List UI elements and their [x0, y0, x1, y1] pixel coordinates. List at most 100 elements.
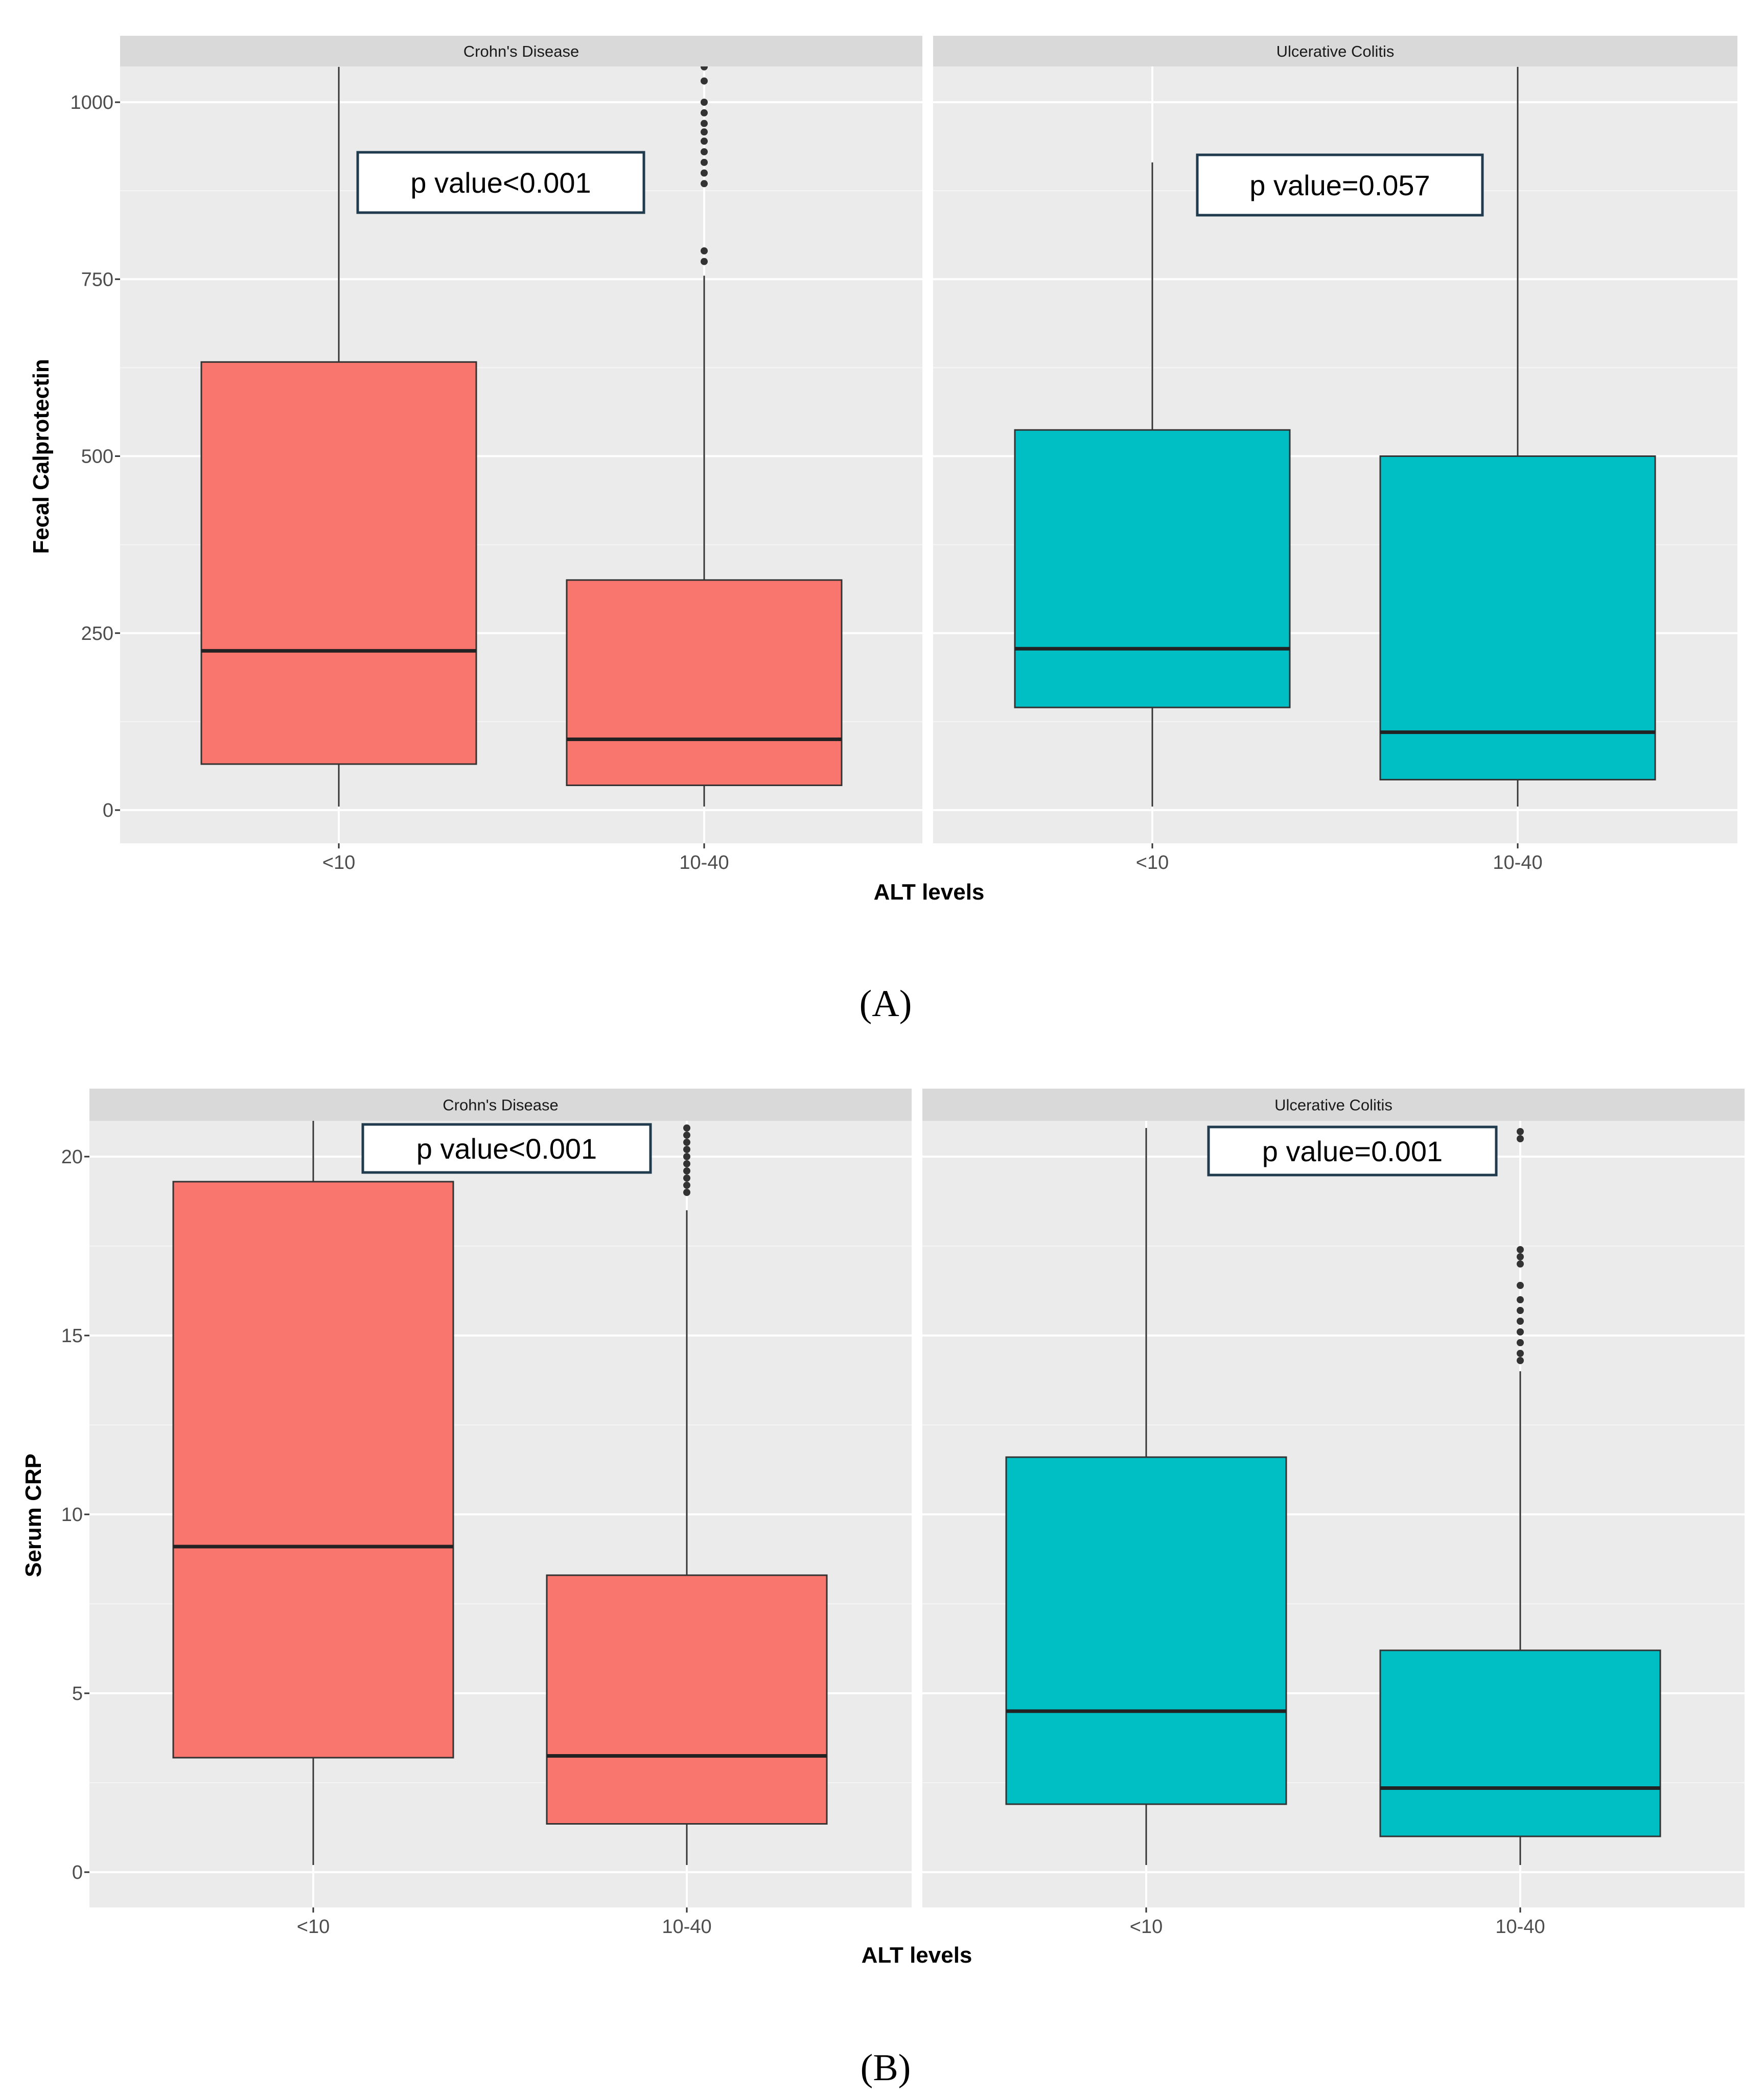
- panel-label: (B): [861, 2047, 911, 2089]
- p-value-box: [356, 151, 645, 214]
- y-tick-label: 10: [61, 1504, 83, 1526]
- facet-strip-label: Crohn's Disease: [463, 42, 579, 60]
- outlier-point: [701, 247, 708, 255]
- outlier-point: [683, 1124, 690, 1132]
- outlier-point: [683, 1182, 690, 1189]
- y-tick-label: 15: [61, 1325, 83, 1347]
- facet-strip-label: Ulcerative Colitis: [1276, 42, 1395, 60]
- p-value-box: [361, 1123, 652, 1174]
- outlier-point: [1517, 1135, 1524, 1142]
- y-tick-label: 750: [81, 269, 113, 290]
- x-tick-label: 10-40: [662, 1916, 711, 1938]
- outlier-point: [1517, 1339, 1524, 1346]
- outlier-point: [683, 1175, 690, 1182]
- y-tick-label: 0: [72, 1862, 83, 1883]
- p-value-label: p value=0.057: [1249, 169, 1430, 201]
- facet-crohns-disease: Crohn's Disease <10 10-40 p value<0.001: [120, 36, 922, 873]
- outlier-point: [701, 66, 708, 71]
- x-axis-title: ALT levels: [862, 1943, 972, 1968]
- p-value-label: p value<0.001: [410, 167, 591, 199]
- facet-ulcerative-colitis: Ulcerative Colitis <10 10-40 p value=0.057: [933, 36, 1737, 873]
- box-10-40: [1379, 66, 1656, 807]
- x-tick-label: 10-40: [1495, 1916, 1545, 1938]
- facet-strip-label: Ulcerative Colitis: [1274, 1096, 1392, 1114]
- outlier-point: [1517, 1296, 1524, 1303]
- outlier-point: [1517, 1253, 1524, 1260]
- outlier-point: [701, 148, 708, 155]
- iqr-box: [1379, 455, 1656, 780]
- outlier-point: [1517, 1260, 1524, 1268]
- box-lt10: [1005, 1128, 1287, 1865]
- boxes-layer: [1005, 1128, 1661, 1865]
- iqr-box: [1014, 429, 1291, 708]
- x-tick-label: 10-40: [679, 852, 729, 873]
- y-tick-label: 250: [81, 623, 113, 644]
- p-value-label: p value<0.001: [416, 1133, 597, 1165]
- outlier-point: [683, 1132, 690, 1139]
- p-value-box: [1207, 1125, 1498, 1177]
- outlier-point: [683, 1160, 690, 1167]
- facet-ulcerative-colitis: Ulcerative Colitis <10 10-40 p value=0.001: [922, 1089, 1745, 1938]
- x-tick-label: <10: [1130, 1916, 1163, 1938]
- y-tick-label: 5: [72, 1683, 83, 1705]
- outlier-point: [683, 1139, 690, 1146]
- facet-crohns-disease: Crohn's Disease <10 10-40 p value<0.001: [89, 1089, 912, 1938]
- outlier-point: [1517, 1282, 1524, 1289]
- p-value-box: [1196, 153, 1484, 217]
- x-axis-title: ALT levels: [874, 880, 985, 905]
- outlier-point: [701, 158, 708, 166]
- outlier-point: [1517, 1246, 1524, 1253]
- iqr-box: [566, 579, 843, 787]
- iqr-box: [200, 361, 477, 765]
- outlier-point: [683, 1146, 690, 1153]
- outlier-point: [701, 180, 708, 188]
- outlier-point: [683, 1189, 690, 1196]
- boxes-layer: [200, 66, 843, 807]
- box-lt10: [200, 66, 477, 807]
- iqr-box: [1379, 1649, 1661, 1837]
- chart-panel-a: Crohn's Disease <10 10-40 p value<0.001 Ulce…: [29, 36, 1737, 1025]
- outlier-point: [1517, 1350, 1524, 1357]
- outlier-point: [701, 128, 708, 136]
- box-10-40: [546, 1124, 828, 1865]
- box-10-40: [1379, 1128, 1661, 1865]
- outlier-point: [701, 99, 708, 106]
- boxes-layer: [1014, 66, 1656, 807]
- x-tick-label: <10: [1136, 852, 1169, 873]
- y-axis-title: Serum CRP: [21, 1454, 46, 1577]
- outlier-point: [701, 169, 708, 177]
- x-tick-label: 10-40: [1493, 852, 1542, 873]
- outlier-point: [701, 120, 708, 127]
- y-tick-label: 0: [103, 800, 113, 821]
- iqr-box: [1005, 1456, 1287, 1805]
- box-10-40: [566, 66, 843, 807]
- outlier-point: [701, 77, 708, 85]
- outlier-point: [701, 258, 708, 265]
- y-tick-label: 20: [61, 1146, 83, 1168]
- outlier-point: [1517, 1128, 1524, 1135]
- chart-panel-b: Crohn's Disease <10 10-40 p value<0.001 Ulce…: [21, 1089, 1745, 2089]
- y-tick-label: 1000: [70, 92, 113, 113]
- x-tick-label: <10: [322, 852, 355, 873]
- facet-strip: [120, 36, 922, 66]
- outlier-point: [1517, 1307, 1524, 1314]
- iqr-box: [172, 1181, 454, 1759]
- box-lt10: [172, 1121, 454, 1865]
- y-axis-title: Fecal Calprotectin: [29, 359, 54, 554]
- outlier-point: [1517, 1318, 1524, 1325]
- box-lt10: [1014, 162, 1291, 807]
- outlier-point: [701, 137, 708, 145]
- facet-strip-label: Crohn's Disease: [443, 1096, 558, 1114]
- outlier-point: [1517, 1328, 1524, 1336]
- outlier-point: [683, 1153, 690, 1160]
- outlier-point: [1517, 1357, 1524, 1364]
- facet-strip: [89, 1089, 912, 1121]
- p-value-label: p value=0.001: [1262, 1135, 1443, 1167]
- x-tick-label: <10: [297, 1916, 330, 1938]
- facet-strip: [922, 1089, 1745, 1121]
- y-tick-label: 500: [81, 446, 113, 468]
- outlier-point: [701, 109, 708, 117]
- outlier-point: [683, 1167, 690, 1175]
- panel-label: (A): [860, 983, 912, 1025]
